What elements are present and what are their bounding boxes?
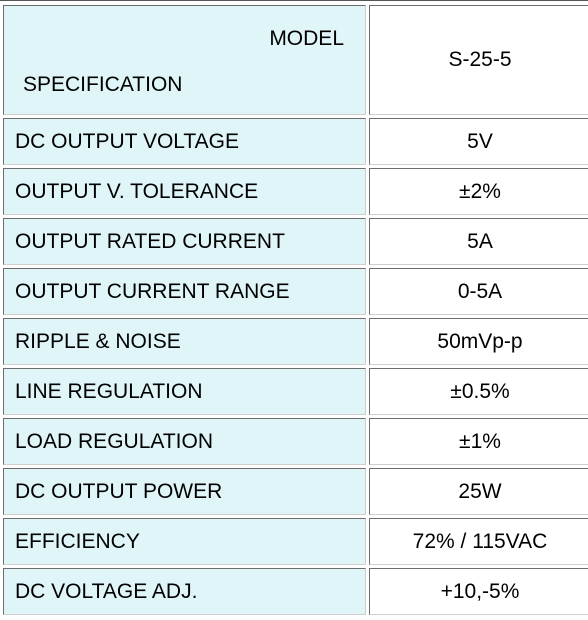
row-label-cell: LINE REGULATION bbox=[3, 368, 366, 415]
row-value: 50mVp-p bbox=[437, 329, 523, 353]
row-value-cell: 5V bbox=[369, 118, 588, 165]
row-value: +10,-5% bbox=[440, 579, 520, 603]
table-row: RIPPLE & NOISE 50mVp-p bbox=[3, 318, 588, 365]
row-label: DC OUTPUT POWER bbox=[15, 479, 223, 503]
table-header-row: MODEL SPECIFICATION S-25-5 bbox=[3, 5, 588, 115]
table-row: OUTPUT V. TOLERANCE ±2% bbox=[3, 168, 588, 215]
row-value: 25W bbox=[458, 479, 502, 503]
model-number-cell: S-25-5 bbox=[369, 5, 588, 115]
row-label: OUTPUT CURRENT RANGE bbox=[15, 279, 290, 303]
row-value-cell: 5A bbox=[369, 218, 588, 265]
table-row: OUTPUT CURRENT RANGE 0-5A bbox=[3, 268, 588, 315]
row-label: DC OUTPUT VOLTAGE bbox=[15, 129, 240, 153]
row-label-cell: LOAD REGULATION bbox=[3, 418, 366, 465]
row-value-cell: 0-5A bbox=[369, 268, 588, 315]
row-label: OUTPUT V. TOLERANCE bbox=[15, 179, 259, 203]
specification-heading: SPECIFICATION bbox=[23, 73, 183, 96]
row-value: 5A bbox=[467, 229, 493, 253]
row-label: RIPPLE & NOISE bbox=[15, 329, 181, 353]
row-label: OUTPUT RATED CURRENT bbox=[15, 229, 285, 253]
table-row: LINE REGULATION ±0.5% bbox=[3, 368, 588, 415]
row-label: DC VOLTAGE ADJ. bbox=[15, 579, 198, 603]
row-value-cell: ±0.5% bbox=[369, 368, 588, 415]
table-row: DC VOLTAGE ADJ. +10,-5% bbox=[3, 568, 588, 615]
row-value-cell: 25W bbox=[369, 468, 588, 515]
row-label-cell: DC VOLTAGE ADJ. bbox=[3, 568, 366, 615]
row-value: ±2% bbox=[459, 179, 501, 203]
row-label: EFFICIENCY bbox=[15, 529, 140, 553]
row-label-cell: OUTPUT CURRENT RANGE bbox=[3, 268, 366, 315]
row-value-cell: 50mVp-p bbox=[369, 318, 588, 365]
row-value: 5V bbox=[467, 129, 493, 153]
row-label-cell: RIPPLE & NOISE bbox=[3, 318, 366, 365]
row-value: 72% / 115VAC bbox=[412, 529, 548, 553]
row-value: 0-5A bbox=[457, 279, 503, 303]
row-value: ±1% bbox=[459, 429, 501, 453]
row-label: LINE REGULATION bbox=[15, 379, 203, 403]
row-label-cell: OUTPUT RATED CURRENT bbox=[3, 218, 366, 265]
table-row: EFFICIENCY 72% / 115VAC bbox=[3, 518, 588, 565]
row-label-cell: DC OUTPUT VOLTAGE bbox=[3, 118, 366, 165]
model-number: S-25-5 bbox=[448, 48, 512, 71]
table-row: DC OUTPUT VOLTAGE 5V bbox=[3, 118, 588, 165]
row-value-cell: ±2% bbox=[369, 168, 588, 215]
table-row: DC OUTPUT POWER 25W bbox=[3, 468, 588, 515]
table-row: OUTPUT RATED CURRENT 5A bbox=[3, 218, 588, 265]
row-value-cell: +10,-5% bbox=[369, 568, 588, 615]
header-label-cell: MODEL SPECIFICATION bbox=[3, 5, 366, 115]
table-row: LOAD REGULATION ±1% bbox=[3, 418, 588, 465]
row-label-cell: OUTPUT V. TOLERANCE bbox=[3, 168, 366, 215]
row-label-cell: DC OUTPUT POWER bbox=[3, 468, 366, 515]
model-heading: MODEL bbox=[269, 27, 344, 50]
row-value: ±0.5% bbox=[450, 379, 510, 403]
row-value-cell: ±1% bbox=[369, 418, 588, 465]
row-value-cell: 72% / 115VAC bbox=[369, 518, 588, 565]
row-label: LOAD REGULATION bbox=[15, 429, 213, 453]
row-label-cell: EFFICIENCY bbox=[3, 518, 366, 565]
